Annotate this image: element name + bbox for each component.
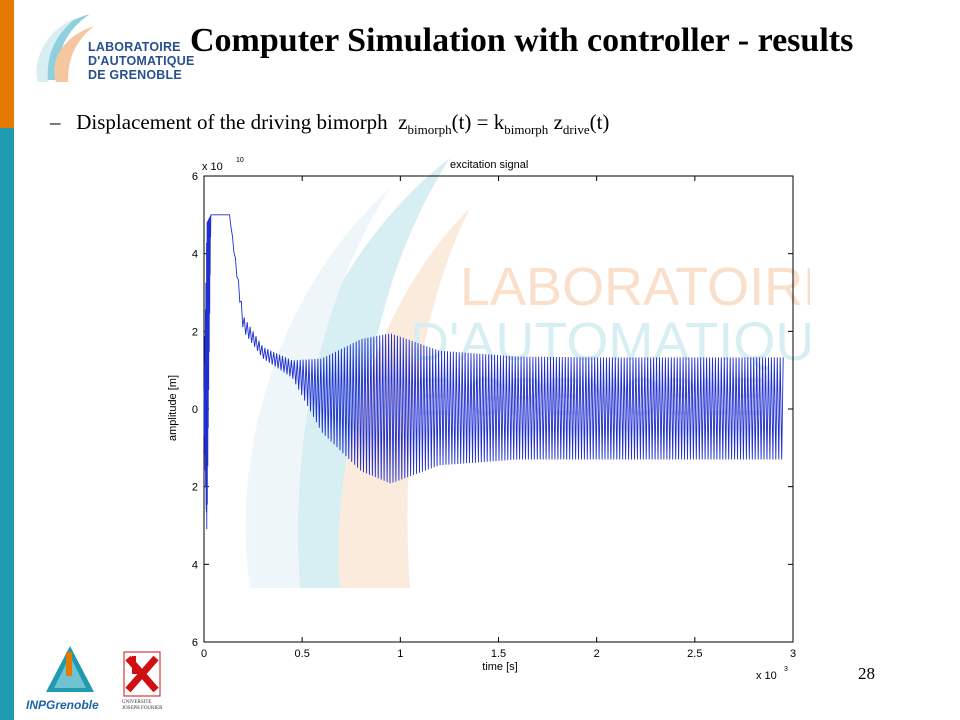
x-tick-label: 2.5 [687, 648, 702, 660]
eq-sub-bimorph-1: bimorph [407, 122, 452, 138]
eq-end: (t) [589, 110, 610, 134]
x-tick-label: 1 [397, 648, 403, 660]
y-multiplier-exp: 10 [236, 157, 244, 164]
signal-series-line [203, 214, 784, 530]
slide-title: Computer Simulation with controller - re… [190, 22, 854, 59]
orange-side-bar [0, 0, 14, 128]
lag-logo-line-1: LABORATOIRE [88, 40, 181, 54]
y-axis-label: amplitude [m] [167, 375, 179, 441]
lag-logo: LABORATOIRE D'AUTOMATIQUE DE GRENOBLE [28, 10, 194, 90]
y-tick-label: 6 [192, 171, 198, 183]
signal-group [203, 214, 784, 530]
x-tick-label: 0.5 [295, 648, 310, 660]
ujf-logo-text: UNIVERSITE JOSEPH FOURIER [122, 700, 163, 711]
axis-ticks: 0 0.5 1 1.5 2 2.5 3 6 4 2 0 2 4 6 [192, 171, 796, 660]
x-tick-label: 1.5 [491, 648, 506, 660]
eq-z1: z [398, 110, 408, 134]
y-multiplier: x 10 [202, 161, 223, 173]
teal-side-bar [0, 128, 14, 720]
x-tick-label: 2 [594, 648, 600, 660]
y-tick-label: 2 [192, 326, 198, 338]
y-tick-label: 2 [192, 482, 198, 494]
bullet-text: – Displacement of the driving bimorph zb… [50, 110, 609, 138]
x-tick-label: 0 [201, 648, 207, 660]
lag-logo-line-2: D'AUTOMATIQUE [88, 54, 195, 68]
watermark-line-2: D'AUTOMATIQUE [410, 312, 810, 372]
eq-z2: z [548, 110, 563, 134]
chart-title: excitation signal [450, 159, 528, 171]
inp-logo-text: INPGrenoble [26, 698, 99, 712]
x-multiplier-exp: 3 [784, 666, 788, 673]
inp-triangle-icon [46, 646, 94, 692]
inp-grenoble-logo: INPGrenoble [22, 642, 112, 718]
x-multiplier: x 10 [756, 670, 777, 682]
bullet-dash: – [50, 110, 61, 134]
y-tick-label: 4 [192, 249, 198, 261]
y-tick-label: 4 [192, 559, 198, 571]
slide-number: 28 [858, 664, 875, 683]
y-tick-label: 6 [192, 637, 198, 649]
watermark-line-1: LABORATOIRE [460, 257, 810, 317]
eq-mid: (t) = k [451, 110, 505, 134]
x-tick-label: 3 [790, 648, 796, 660]
x-axis-label: time [s] [482, 661, 517, 673]
eq-sub-bimorph-2: bimorph [504, 122, 549, 138]
ujf-emblem-icon [123, 651, 161, 697]
eq-sub-drive: drive [562, 122, 590, 138]
lag-logo-swoosh-icon [36, 14, 94, 82]
ujf-logo: UNIVERSITE JOSEPH FOURIER [120, 648, 166, 716]
bullet-label: Displacement of the driving bimorph [76, 110, 388, 134]
y-tick-label: 0 [192, 404, 198, 416]
lag-logo-line-3: DE GRENOBLE [88, 68, 182, 82]
